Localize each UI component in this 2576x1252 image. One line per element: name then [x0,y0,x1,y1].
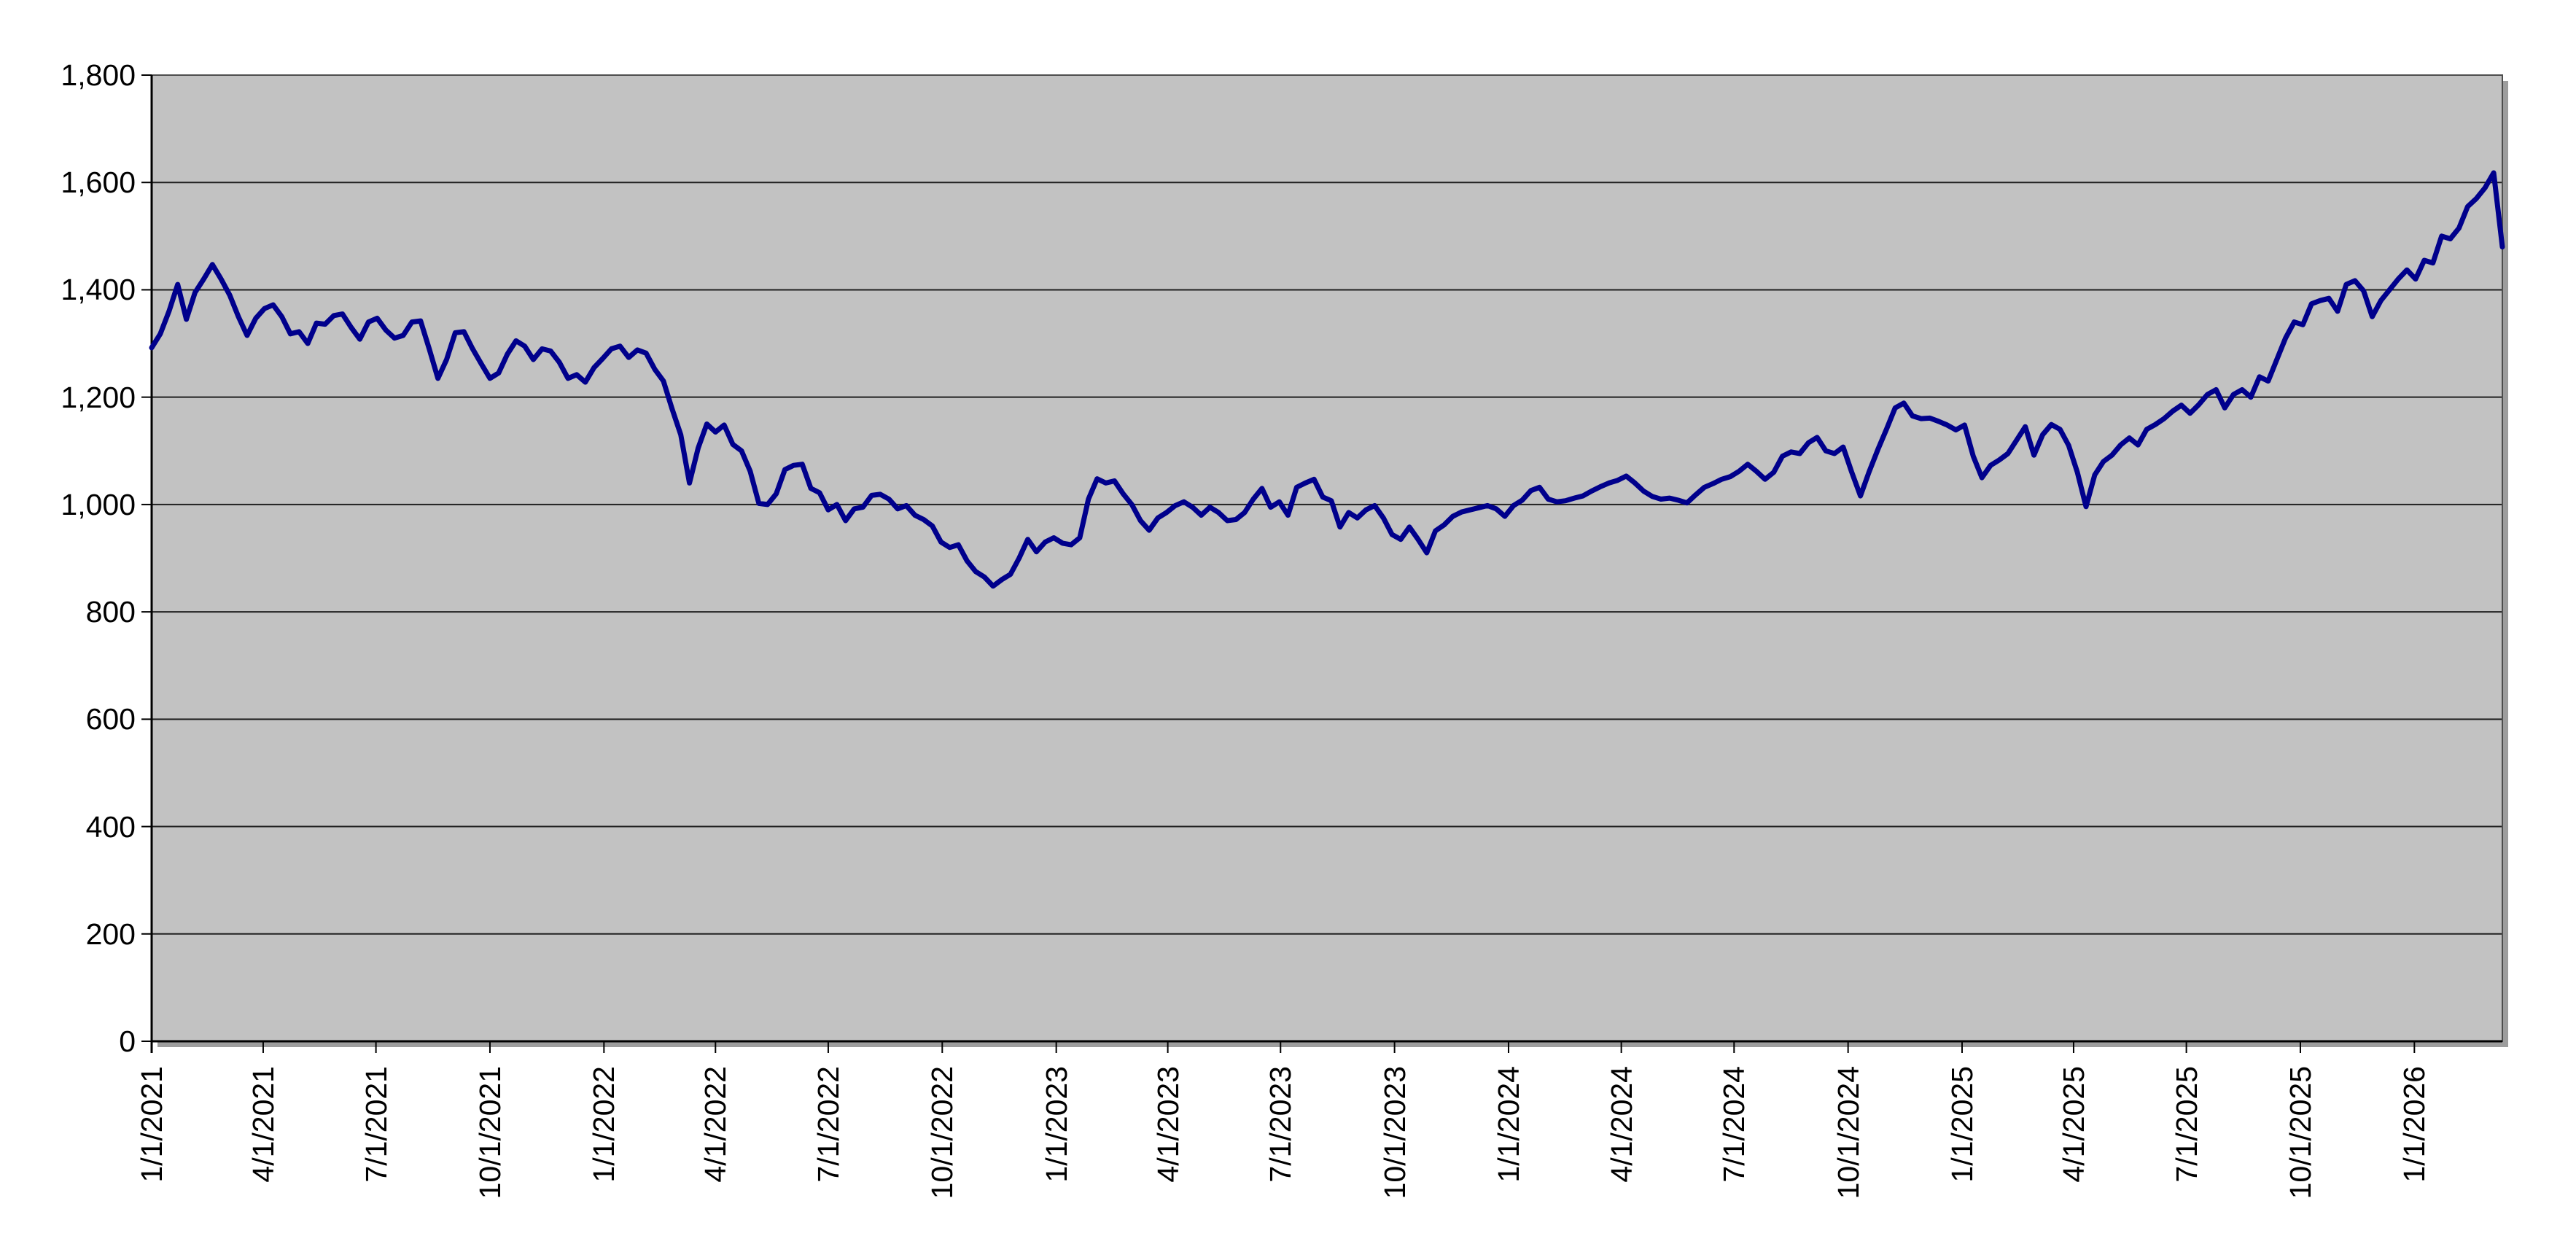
x-axis-tick-label: 10/1/2024 [1831,1066,1865,1199]
x-axis-tick-label: 4/1/2022 [699,1066,733,1183]
y-axis-tick-label: 1,600 [61,166,136,200]
x-axis-tick-label: 7/1/2024 [1717,1066,1751,1183]
x-axis-tick-label: 4/1/2023 [1151,1066,1185,1183]
x-axis-tick-label: 10/1/2023 [1377,1066,1412,1199]
x-axis-tick-label: 7/1/2023 [1264,1066,1298,1183]
y-axis-tick-label: 1,400 [61,273,136,307]
x-axis-tick-label: 1/1/2026 [2397,1066,2432,1183]
x-axis-tick-label: 7/1/2022 [811,1066,845,1183]
x-axis-tick-label: 4/1/2024 [1604,1066,1638,1183]
x-axis-tick-label: 4/1/2025 [2056,1066,2090,1183]
x-axis-tick-label: 1/1/2025 [1945,1066,1979,1183]
x-axis-tick-label: 10/1/2021 [472,1066,507,1199]
y-axis-tick-label: 800 [85,595,136,629]
y-axis-tick-label: 400 [85,809,136,844]
x-axis-tick-label: 7/1/2021 [359,1066,393,1183]
y-axis-tick-label: 1,000 [61,487,136,521]
y-axis-tick-label: 200 [85,917,136,951]
x-axis-tick-label: 10/1/2022 [925,1066,960,1199]
series-line [149,170,2505,589]
y-axis-tick-label: 600 [85,702,136,736]
x-axis-tick-label: 1/1/2022 [587,1066,621,1183]
x-axis-tick-label: 1/1/2024 [1491,1066,1525,1183]
y-axis-tick-label: 1,200 [61,380,136,414]
x-axis-tick-label: 1/1/2023 [1039,1066,1073,1183]
plot-area-bg [152,75,2502,1041]
x-axis-tick-label: 4/1/2021 [246,1066,280,1183]
x-axis-tick-label: 1/1/2021 [135,1066,168,1183]
x-axis-tick-label: 7/1/2025 [2169,1066,2203,1183]
y-axis-tick-label: 0 [119,1024,136,1058]
x-axis-tick-label: 10/1/2025 [2283,1066,2317,1199]
y-axis-tick-label: 1,800 [61,58,136,92]
